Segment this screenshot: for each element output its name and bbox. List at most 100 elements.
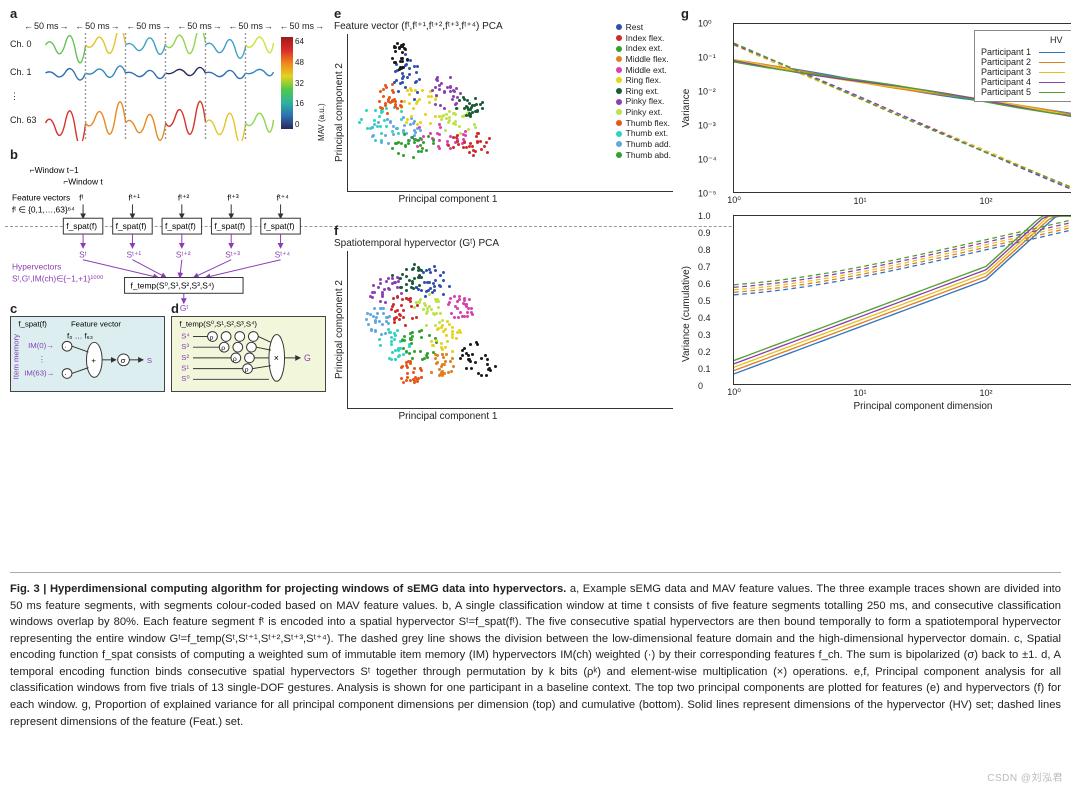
win-label: ⌐Window t <box>63 177 103 187</box>
svg-text:fᵗ: fᵗ <box>79 192 83 202</box>
svg-text:fᵗ⁺⁴: fᵗ⁺⁴ <box>277 192 290 202</box>
colorbar-ticks: 64 48 32 16 0 <box>293 37 304 129</box>
svg-text:IM(63)→: IM(63)→ <box>24 368 54 377</box>
svg-text:Sᵗ⁺³: Sᵗ⁺³ <box>225 250 240 260</box>
tseg: 50 ms <box>75 21 120 31</box>
panel-f: f Spatiotemporal hypervector (Gᵗ) PCA Pr… <box>334 223 673 422</box>
ch0-label: Ch. 0 <box>10 39 32 49</box>
svg-text:Item memory: Item memory <box>11 334 20 379</box>
g-top-frame: HVFeat. Participant 1Participant 2Partic… <box>733 23 1071 193</box>
svg-text:f_temp(S⁰,S¹,S²,S³,S⁴): f_temp(S⁰,S¹,S²,S³,S⁴) <box>130 280 214 290</box>
panel-e: e Feature vector (fᵗ,fᵗ⁺¹,fᵗ⁺²,fᵗ⁺³,fᵗ⁺⁴… <box>334 6 673 205</box>
svg-text:Feature vector: Feature vector <box>71 320 121 329</box>
caption-g: g, Proportion of explained variance for … <box>10 699 1061 728</box>
svg-text:Sᵗ⁺²: Sᵗ⁺² <box>176 250 191 260</box>
svg-text:f_spat(f): f_spat(f) <box>264 221 295 231</box>
svg-text:Sᵗ⁺⁴: Sᵗ⁺⁴ <box>275 250 291 260</box>
panel-b-label: b <box>10 147 18 162</box>
col-g: g Variance HVFeat. Participant 1Particip… <box>677 0 1071 422</box>
svg-text:+: + <box>91 356 96 365</box>
col-abcd: a 50 ms 50 ms 50 ms 50 ms 50 ms 50 ms Ch… <box>0 0 330 422</box>
svg-text:S²: S² <box>181 353 189 362</box>
svg-text:Sᵗ: Sᵗ <box>79 250 87 260</box>
col-ef: e Feature vector (fᵗ,fᵗ⁺¹,fᵗ⁺²,fᵗ⁺³,fᵗ⁺⁴… <box>330 0 677 422</box>
cb-t: 16 <box>295 99 304 108</box>
svg-text:×: × <box>274 353 279 363</box>
figure-caption: Fig. 3 | Hyperdimensional computing algo… <box>10 572 1061 730</box>
lg-hv: HV <box>1050 35 1063 45</box>
svg-text:fᵗ⁺²: fᵗ⁺² <box>178 192 190 202</box>
panel-e-ylabel: Principal component 2 <box>334 34 345 192</box>
svg-text:IM(0)→: IM(0)→ <box>28 341 54 350</box>
panel-f-scatter <box>347 251 673 409</box>
fv-label: Feature vectors <box>12 192 70 202</box>
svg-text:ρ: ρ <box>221 345 225 352</box>
tseg: 50 ms <box>177 21 222 31</box>
svg-text:Sᵗ,Gᵗ,IM(ch)∈{−1,+1}¹⁰⁰⁰: Sᵗ,Gᵗ,IM(ch)∈{−1,+1}¹⁰⁰⁰ <box>12 273 103 283</box>
svg-text:fᵗ⁺³: fᵗ⁺³ <box>227 192 239 202</box>
svg-text:S⁴: S⁴ <box>181 331 190 340</box>
panel-f-xlabel: Principal component 1 <box>348 411 548 422</box>
panel-b: b ⌐Window t−1 ⌐Window t Feature vectors … <box>10 147 326 297</box>
svg-text:f_spat(f): f_spat(f) <box>66 221 97 231</box>
cb-t: 32 <box>295 79 304 88</box>
panel-e-label: e <box>334 6 341 21</box>
g-legend: HVFeat. Participant 1Participant 2Partic… <box>974 30 1071 102</box>
panel-b-svg: ⌐Window t−1 ⌐Window t Feature vectors fᵗ… <box>10 162 326 312</box>
tseg: 50 ms <box>279 21 324 31</box>
panel-f-title: Spatiotemporal hypervector (Gᵗ) PCA <box>334 238 673 249</box>
panel-f-ylabel: Principal component 2 <box>334 251 345 409</box>
panel-g-bottom: Variance (cumulative) 1.00.90.80.70.60.5… <box>733 215 1071 412</box>
colorbar-label: MAV (a.u.) <box>317 47 326 141</box>
traces-svg <box>10 33 281 141</box>
ch-ellipsis: ⋮ <box>10 91 19 102</box>
panel-d: d f_temp(S⁰,S¹,S²,S³,S⁴) S⁴S³S²S¹S⁰ ρρρρ <box>171 301 326 387</box>
svg-text:f_spat(f): f_spat(f) <box>214 221 245 231</box>
panel-g-label: g <box>681 6 1061 21</box>
g-bot-svg <box>734 216 1071 384</box>
caption-title: Fig. 3 | Hyperdimensional computing algo… <box>10 583 566 595</box>
tseg: 50 ms <box>126 21 171 31</box>
colorbar: 64 48 32 16 0 <box>281 33 315 141</box>
g-bot-ylabel: Variance (cumulative) <box>681 266 692 362</box>
svg-text:f_spat(f): f_spat(f) <box>18 320 47 329</box>
svg-text:f_spat(f): f_spat(f) <box>116 221 147 231</box>
svg-text:S: S <box>147 356 152 365</box>
svg-text:S¹: S¹ <box>181 364 189 373</box>
g-bot-frame: 1.00.90.80.70.60.50.40.30.20.1010⁰10¹10²… <box>733 215 1071 385</box>
svg-text:f_temp(S⁰,S¹,S²,S³,S⁴): f_temp(S⁰,S¹,S²,S³,S⁴) <box>179 320 257 329</box>
panel-c: c f_spat(f)Feature vector Item memory f₀… <box>10 301 165 387</box>
panel-d-box: f_temp(S⁰,S¹,S²,S³,S⁴) S⁴S³S²S¹S⁰ ρρρρ × <box>171 316 326 392</box>
svg-text:σ: σ <box>121 356 126 365</box>
cb-t: 0 <box>295 120 304 129</box>
panel-a: a 50 ms 50 ms 50 ms 50 ms 50 ms 50 ms Ch… <box>10 6 326 141</box>
fv-domain: fᵗ ∈ {0,1,…,63}⁶⁴ <box>12 204 75 214</box>
f-cols: fᵗ f_spat(f) Sᵗ fᵗ⁺¹ f_spat(f) Sᵗ⁺¹ fᵗ⁺² f_… <box>63 192 300 259</box>
tseg: 50 ms <box>228 21 273 31</box>
panel-a-label: a <box>10 6 17 21</box>
panel-c-box: f_spat(f)Feature vector Item memory f₀ …… <box>10 316 165 392</box>
ch1-label: Ch. 1 <box>10 67 32 77</box>
panel-f-label: f <box>334 223 338 238</box>
svg-text:Sᵗ⁺¹: Sᵗ⁺¹ <box>127 250 142 260</box>
cb-t: 48 <box>295 58 304 67</box>
panel-c-label: c <box>10 301 17 316</box>
panel-e-xlabel: Principal component 1 <box>348 194 548 205</box>
svg-text:ρ: ρ <box>245 367 249 374</box>
watermark: CSDN @刘泓君 <box>987 769 1063 784</box>
g-top-ylabel: Variance <box>681 89 692 128</box>
svg-text:ρ: ρ <box>233 356 237 363</box>
svg-text:Hypervectors: Hypervectors <box>12 262 61 272</box>
colorbar-gradient <box>281 37 293 129</box>
svg-text:fᵗ⁺¹: fᵗ⁺¹ <box>129 192 141 202</box>
panel-d-label: d <box>171 301 179 316</box>
figure-grid: a 50 ms 50 ms 50 ms 50 ms 50 ms 50 ms Ch… <box>0 0 1071 422</box>
svg-text:⋮: ⋮ <box>38 355 46 364</box>
emg-traces: Ch. 0 Ch. 1 ⋮ Ch. 63 <box>10 33 281 141</box>
tseg: 50 ms <box>24 21 69 31</box>
svg-text:S³: S³ <box>181 342 189 351</box>
cb-t: 64 <box>295 37 304 46</box>
svg-text:·: · <box>64 369 67 378</box>
ch63-label: Ch. 63 <box>10 115 37 125</box>
panel-g-top: Variance HVFeat. Participant 1Participan… <box>733 23 1071 193</box>
